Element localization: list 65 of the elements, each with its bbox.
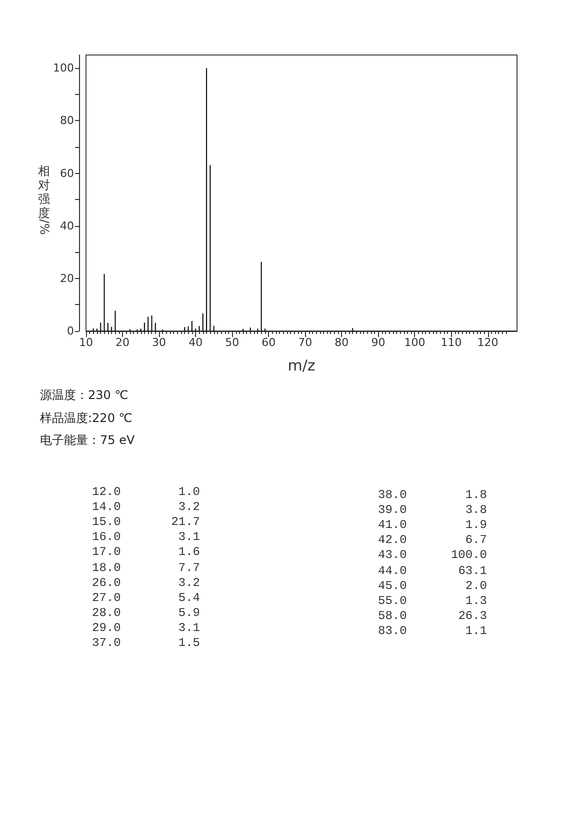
y-axis-title: 相对强度/% bbox=[37, 164, 52, 235]
text: 83.0 bbox=[378, 624, 407, 638]
x-tick-label: 80 bbox=[334, 336, 349, 349]
x-axis-title: m/z bbox=[288, 356, 316, 374]
text: 3.1 bbox=[178, 530, 200, 544]
x-tick-label: 70 bbox=[298, 336, 312, 349]
text: 15.0 bbox=[92, 515, 121, 530]
text: 39.0 bbox=[378, 503, 407, 518]
text: 12.0 bbox=[92, 485, 121, 499]
text: 1.0 bbox=[178, 485, 200, 499]
text: 1.6 bbox=[178, 545, 200, 560]
text: 1.9 bbox=[465, 518, 487, 532]
text: 14.0 bbox=[92, 500, 121, 514]
text: 41.0 bbox=[378, 518, 407, 532]
y-tick-label: 40 bbox=[60, 219, 74, 232]
text: 42.0 bbox=[378, 533, 407, 548]
text: 3.2 bbox=[178, 500, 200, 514]
x-tick-label: 110 bbox=[440, 336, 462, 349]
text: 1.8 bbox=[465, 488, 487, 502]
text: 1.5 bbox=[178, 636, 200, 650]
y-tick-label: 20 bbox=[60, 272, 74, 285]
text: 28.0 bbox=[92, 606, 121, 620]
text: 18.0 bbox=[92, 560, 121, 574]
x-tick-label: 60 bbox=[262, 336, 276, 349]
text: 16.0 bbox=[92, 530, 121, 544]
text: 7.7 bbox=[178, 560, 200, 574]
x-tick-label: 10 bbox=[79, 336, 93, 349]
text: 5.4 bbox=[178, 590, 200, 605]
x-tick-label: 120 bbox=[477, 336, 498, 349]
x-tick-label: 100 bbox=[404, 336, 426, 349]
text: 38.0 bbox=[378, 488, 407, 502]
text: 21.7 bbox=[171, 515, 200, 530]
text: 17.0 bbox=[92, 545, 121, 560]
x-tick-label: 40 bbox=[188, 336, 203, 349]
text: 5.9 bbox=[178, 606, 200, 620]
text: 电子能量：75 eV bbox=[40, 432, 135, 449]
text: 43.0 bbox=[378, 548, 407, 562]
text: 63.1 bbox=[458, 564, 487, 578]
text: 2.0 bbox=[465, 578, 487, 593]
text: 26.0 bbox=[92, 576, 121, 590]
y-tick-label: 0 bbox=[67, 324, 74, 338]
text: 29.0 bbox=[92, 620, 121, 635]
text: 3.2 bbox=[178, 576, 200, 590]
text: 55.0 bbox=[378, 594, 407, 608]
text: 100.0 bbox=[450, 548, 487, 562]
x-tick-label: 90 bbox=[371, 336, 386, 349]
text: 3.1 bbox=[178, 620, 200, 635]
text: 1.1 bbox=[465, 624, 487, 638]
text: 45.0 bbox=[378, 578, 407, 593]
x-tick-label: 30 bbox=[152, 336, 166, 349]
text: 26.3 bbox=[458, 608, 487, 623]
y-tick-label: 60 bbox=[60, 166, 74, 180]
text: 样品温度:220 ℃ bbox=[40, 410, 134, 426]
x-tick-label: 50 bbox=[225, 336, 240, 349]
text: 1.3 bbox=[465, 594, 487, 608]
y-tick-label: 100 bbox=[53, 62, 74, 75]
text: 27.0 bbox=[92, 590, 121, 605]
text: 44.0 bbox=[378, 564, 407, 578]
text: 6.7 bbox=[465, 533, 487, 548]
text: 源温度：230 ℃ bbox=[40, 387, 130, 404]
x-tick-label: 20 bbox=[116, 336, 130, 349]
text: 58.0 bbox=[378, 608, 407, 623]
text: 37.0 bbox=[92, 636, 121, 650]
text: 3.8 bbox=[465, 503, 487, 518]
y-tick-label: 80 bbox=[60, 114, 74, 128]
